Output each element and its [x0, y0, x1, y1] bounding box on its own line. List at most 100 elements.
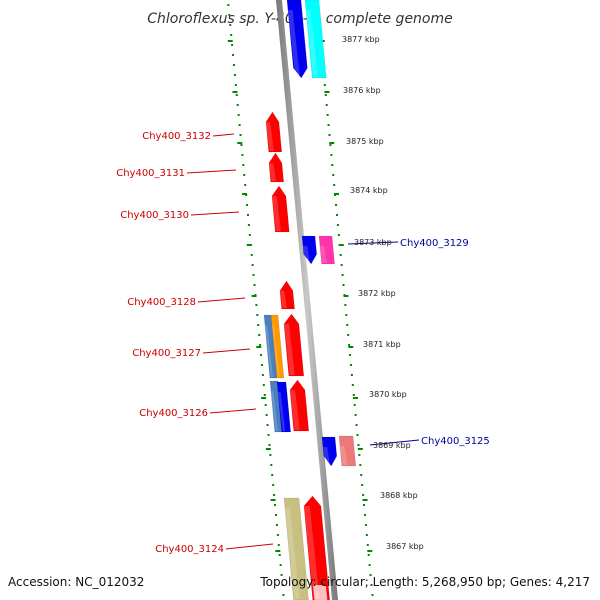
tick-major	[232, 91, 238, 93]
tick-dot	[247, 224, 250, 226]
leader-line-3131	[186, 169, 237, 174]
tick-dot	[267, 434, 270, 436]
gene-label-chy400-3130: Chy400_3130	[120, 210, 189, 221]
tick-major	[367, 550, 373, 552]
tick-dot	[235, 94, 238, 96]
tick-dot	[352, 394, 355, 396]
gene-label-chy400-3128: Chy400_3128	[127, 297, 196, 308]
leader-line-3130	[190, 211, 240, 216]
gene-khaki-3124	[283, 497, 309, 600]
tick-dot	[264, 404, 267, 406]
kbp-label: 3867 kbp	[386, 542, 424, 551]
leader-line-3132	[212, 133, 235, 137]
tick-dot	[346, 324, 349, 326]
tick-tracks	[227, 4, 374, 596]
tick-major	[334, 193, 340, 195]
tick-dot	[248, 234, 251, 236]
tick-major	[227, 40, 233, 42]
tick-dot	[353, 404, 356, 406]
tick-dot	[276, 534, 279, 536]
gene-highlight	[306, 10, 318, 77]
tick-dot	[348, 344, 351, 346]
gene-highlight	[284, 324, 295, 375]
tick-dot	[252, 274, 255, 276]
gene-label-chy400-3125: Chy400_3125	[421, 436, 490, 447]
gene-chy400-3125	[321, 436, 338, 467]
tick-dot	[274, 504, 277, 506]
kbp-label: 3873 kbp	[354, 238, 392, 247]
tick-dot	[261, 374, 264, 376]
gene-highlight	[323, 447, 330, 465]
tick-major	[362, 499, 368, 501]
tick-dot	[324, 94, 327, 96]
gene-highlight	[266, 122, 274, 151]
tick-major	[242, 193, 248, 195]
gene-highlight	[285, 508, 300, 599]
gene-chy400-3127	[283, 313, 305, 377]
tick-dot	[349, 364, 352, 366]
kbp-label: 3870 kbp	[369, 390, 407, 399]
tick-dot	[232, 64, 235, 66]
tick-dot	[269, 454, 272, 456]
tick-dot	[354, 414, 357, 416]
tick-dot	[358, 454, 361, 456]
gene-highlight	[290, 390, 300, 430]
tick-major	[329, 142, 335, 144]
tick-dot	[244, 184, 247, 186]
tick-dot	[241, 154, 244, 156]
accession-text: Accession: NC_012032	[8, 575, 144, 589]
tick-dot	[281, 584, 284, 586]
topology-text: Topology: circular; Length: 5,268,950 bp…	[259, 575, 590, 589]
gene-chy400-3128	[279, 280, 295, 310]
tick-dot	[370, 584, 373, 586]
tick-dot	[278, 554, 281, 556]
tick-dot	[266, 424, 269, 426]
tick-dot	[258, 334, 261, 336]
tick-dot	[369, 574, 372, 576]
tick-dot	[250, 254, 253, 256]
kbp-labels: 3877 kbp 3876 kbp 3875 kbp 3874 kbp 3873…	[342, 35, 424, 551]
tick-major	[348, 346, 354, 348]
tick-dot	[277, 544, 280, 546]
tick-dot	[329, 144, 332, 146]
tick-dot	[327, 124, 330, 126]
backbone	[276, 0, 338, 600]
gene-highlight	[320, 245, 327, 263]
gene-chy400-3124	[303, 495, 330, 600]
tick-dot	[238, 124, 241, 126]
tick-dot	[243, 174, 246, 176]
tick-dot	[259, 344, 262, 346]
gene-highlight	[278, 392, 286, 431]
leader-line-3125	[369, 439, 420, 446]
tick-dot	[229, 24, 232, 26]
tick-major	[343, 295, 349, 297]
tick-major	[353, 397, 359, 399]
tick-dot	[246, 204, 249, 206]
tick-dot	[231, 44, 234, 46]
gene-highlight	[272, 325, 280, 377]
kbp-label: 3876 kbp	[343, 86, 381, 95]
tick-dot	[368, 564, 371, 566]
tick-dot	[341, 274, 344, 276]
tick-major	[275, 550, 281, 552]
leader-lines	[186, 133, 420, 550]
tick-dot	[265, 414, 268, 416]
gene-highlight	[271, 391, 278, 431]
tick-dot	[347, 334, 350, 336]
tick-dot	[274, 514, 277, 516]
tick-dot	[326, 114, 329, 116]
tick-dot	[239, 134, 242, 136]
gene-highlight	[340, 446, 348, 465]
tick-major	[357, 448, 363, 450]
tick-dot	[365, 534, 368, 536]
gene-label-chy400-3132: Chy400_3132	[142, 131, 211, 142]
leader-line-3124	[225, 543, 274, 550]
tick-dot	[272, 484, 275, 486]
gene-label-chy400-3126: Chy400_3126	[139, 408, 208, 419]
tick-major	[246, 244, 252, 246]
gene-chy400-3126	[289, 379, 310, 432]
tick-dot	[336, 224, 339, 226]
tick-dot	[234, 84, 237, 86]
kbp-label: 3871 kbp	[363, 340, 401, 349]
